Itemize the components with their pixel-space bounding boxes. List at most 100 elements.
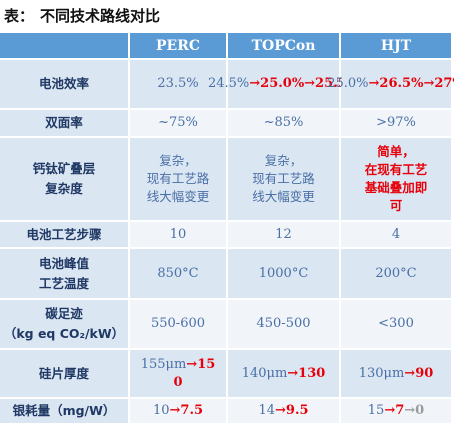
cell-text-part: 10 <box>169 226 187 242</box>
data-cell: ~85% <box>228 110 339 136</box>
cell-value: 4 <box>392 226 400 244</box>
cell-text-part: →130 <box>287 365 326 381</box>
row-label-cell: 钙钛矿叠层 复杂度 <box>0 138 128 220</box>
cell-text-part: 140μm <box>241 365 288 381</box>
header-corner-cell <box>0 33 128 58</box>
cell-text-part: 10 <box>152 403 170 418</box>
data-cell: 15→7→0 <box>341 399 451 423</box>
data-cell: 850°C <box>130 249 226 298</box>
row-label-cell: 电池工艺步骤 <box>0 222 128 247</box>
row-label: 电池工艺步骤 <box>26 226 102 242</box>
data-cell: 130μm→90 <box>341 350 451 397</box>
data-cell: 155μm→15 0 <box>130 350 226 397</box>
cell-value: 450-500 <box>256 315 310 333</box>
data-cell: 10 <box>130 222 226 247</box>
cell-text-part: 复杂， 现有工艺路 线大幅变更 <box>252 153 315 204</box>
cell-text-part: →7.5 <box>169 403 204 418</box>
data-cell: 简单， 在现有工艺 基础叠加即 可 <box>341 138 451 220</box>
cell-value: 1000°C <box>259 265 309 283</box>
row-label: 双面率 <box>45 115 83 130</box>
row-label: 银耗量（mg/W） <box>12 403 116 418</box>
cell-value: 130μm→90 <box>359 365 434 383</box>
cell-text-part: →25.0 <box>249 76 292 91</box>
cell-text-part: 450-500 <box>256 316 311 331</box>
cell-text-part: 14 <box>258 403 276 418</box>
row-label: 硅片厚度 <box>38 365 89 381</box>
cell-value: 140μm→130 <box>242 365 326 383</box>
cell-value: ~75% <box>158 114 198 132</box>
cell-value: 12 <box>275 226 292 244</box>
row-label: 碳足迹 （kg eq CO₂/kW） <box>3 306 125 341</box>
column-header-topcon: TOPCon <box>228 33 339 58</box>
cell-text-part: 1000°C <box>258 265 309 281</box>
cell-text-part: 15 <box>367 403 385 418</box>
cell-value: 15→7→0 <box>368 402 424 420</box>
cell-value: 10→7.5 <box>153 402 203 420</box>
cell-value: 10 <box>170 226 187 244</box>
cell-text-part: ~75% <box>158 115 198 130</box>
data-cell: 24.5%→25.0%→25.5% <box>208 60 359 108</box>
column-header-label: HJT <box>380 37 412 54</box>
data-cell: >97% <box>341 110 451 136</box>
cell-text-part: →7 <box>384 403 405 418</box>
data-cell: 12 <box>228 222 339 247</box>
data-cell: 550-600 <box>130 300 226 348</box>
column-header-label: PERC <box>156 37 200 54</box>
cell-text-part: 复杂， 现有工艺路 线大幅变更 <box>146 153 210 204</box>
cell-value: 23.5% <box>157 75 198 93</box>
cell-text-part: 4 <box>391 226 401 242</box>
table-caption-text: 不同技术路线对比 <box>40 7 161 25</box>
data-cell: 140μm→130 <box>228 350 339 397</box>
cell-value: 155μm→15 0 <box>141 356 216 392</box>
cell-text-part: 24.5% <box>207 76 250 91</box>
cell-text-part: <300 <box>378 316 414 331</box>
data-cell: 200°C <box>341 249 451 298</box>
cell-text-part: →0 <box>404 403 425 418</box>
row-label: 钙钛矿叠层 复杂度 <box>32 161 96 196</box>
cell-value: <300 <box>378 315 414 333</box>
row-label-cell: 电池峰值 工艺温度 <box>0 249 128 298</box>
data-cell: ~75% <box>130 110 226 136</box>
row-label: 电池效率 <box>38 76 89 91</box>
cell-value: 25.0%→26.5%→27% <box>327 75 454 93</box>
cell-text-part: 12 <box>275 226 292 242</box>
cell-text-part: 550-600 <box>150 316 206 331</box>
data-cell: 23.5% <box>130 60 226 108</box>
row-label-cell: 硅片厚度 <box>0 350 128 397</box>
column-header-label: TOPCon <box>251 37 316 54</box>
column-header-perc: PERC <box>130 33 226 58</box>
data-cell: <300 <box>341 300 451 348</box>
cell-value: ~85% <box>264 114 304 132</box>
data-cell: 25.0%→26.5%→27% <box>327 60 454 108</box>
cell-text-part: →9.5 <box>275 403 309 418</box>
cell-text-part: 23.5% <box>157 76 199 91</box>
cell-text-part: >97% <box>376 115 416 130</box>
row-label-cell: 电池效率 <box>0 60 128 108</box>
cell-value: 850°C <box>157 265 198 283</box>
cell-text-part: 155μm <box>140 356 187 372</box>
data-cell: 复杂， 现有工艺路 线大幅变更 <box>228 138 339 220</box>
cell-text-part: 850°C <box>157 265 199 281</box>
cell-text-part: 简单， 在现有工艺 基础叠加即 可 <box>364 144 428 213</box>
cell-value: >97% <box>376 114 416 132</box>
row-label: 电池峰值 工艺温度 <box>38 255 89 291</box>
cell-value: 复杂， 现有工艺路 线大幅变更 <box>147 152 210 206</box>
cell-value: 14→9.5 <box>258 402 308 420</box>
cell-value: 200°C <box>375 265 416 283</box>
row-label-cell: 银耗量（mg/W） <box>0 399 128 423</box>
table-title: 表： 不同技术路线对比 <box>4 3 160 29</box>
table-caption-label: 表： <box>4 7 35 25</box>
cell-text-part: 200°C <box>375 265 417 281</box>
data-cell: 14→9.5 <box>228 399 339 423</box>
data-cell: 450-500 <box>228 300 339 348</box>
column-header-hjt: HJT <box>341 33 451 58</box>
cell-text-part: 25.0% <box>327 76 369 91</box>
cell-value: 550-600 <box>151 315 205 333</box>
data-cell: 复杂， 现有工艺路 线大幅变更 <box>130 138 226 220</box>
cell-text-part: %→27% <box>411 76 454 91</box>
data-cell: 10→7.5 <box>130 399 226 423</box>
row-label-cell: 碳足迹 （kg eq CO₂/kW） <box>0 300 128 348</box>
row-label-cell: 双面率 <box>0 110 128 136</box>
cell-value: 复杂， 现有工艺路 线大幅变更 <box>252 152 315 206</box>
cell-text-part: →26.5 <box>368 76 412 91</box>
